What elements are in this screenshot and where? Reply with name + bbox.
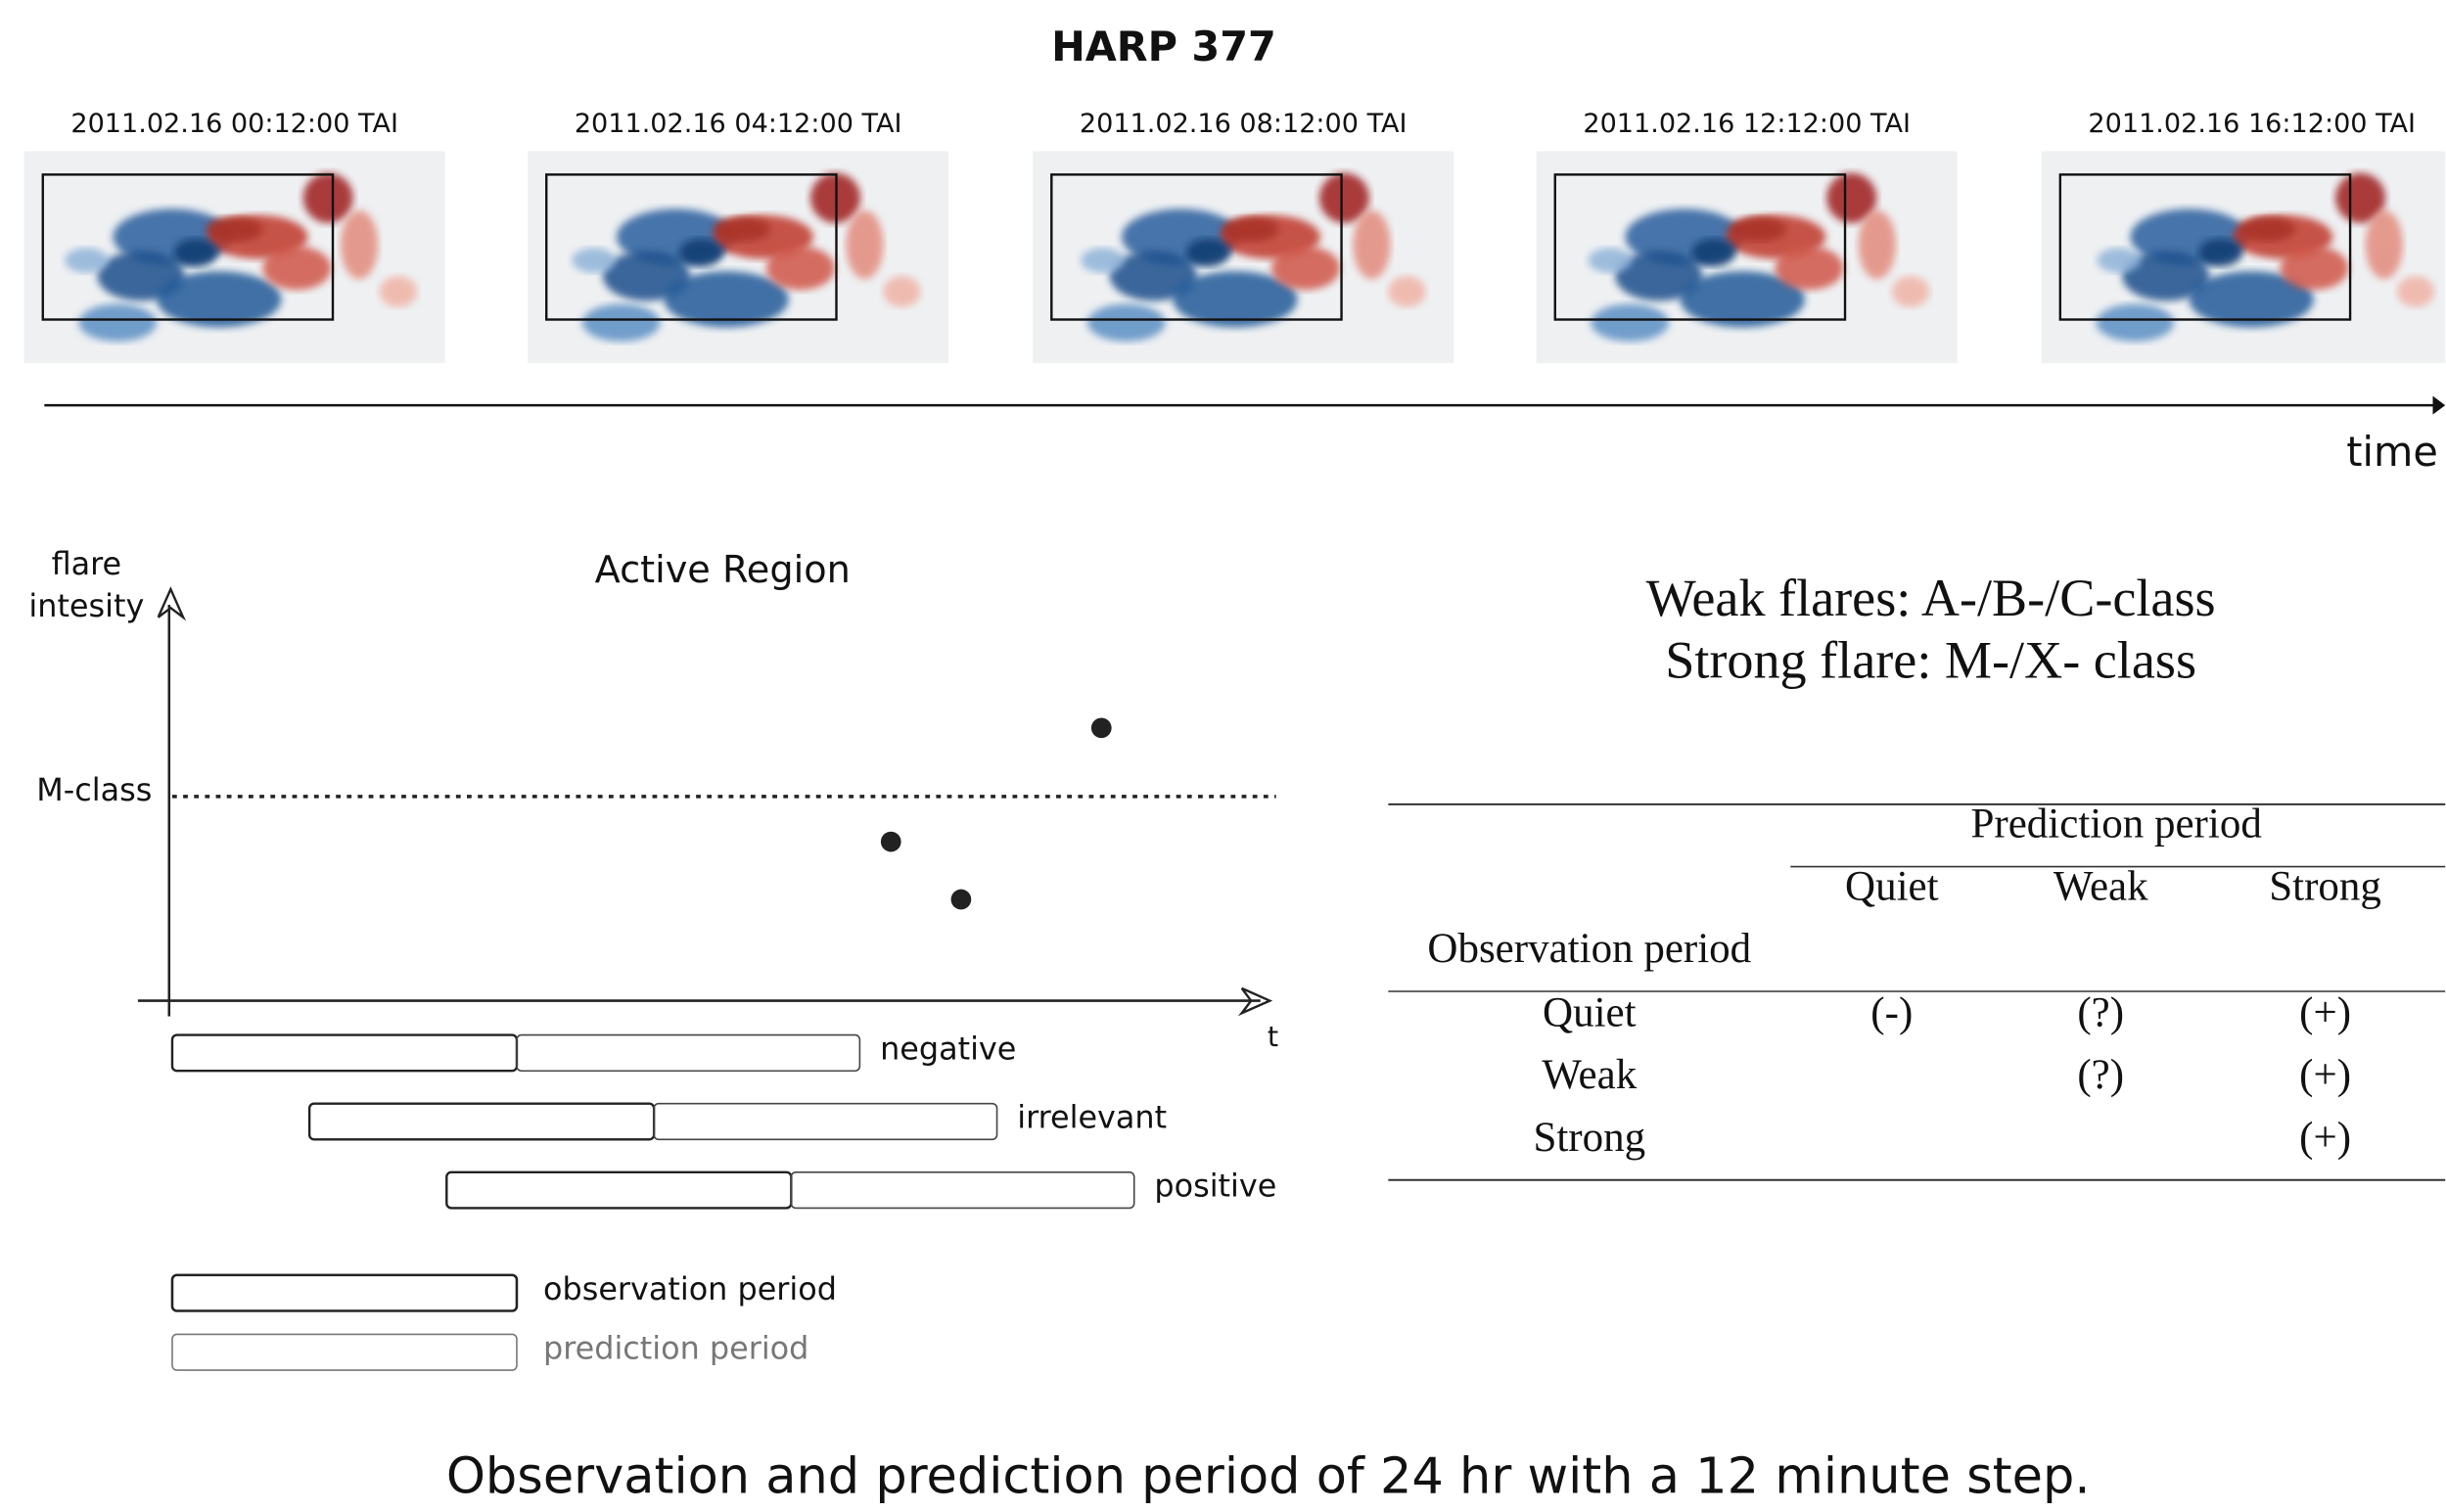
magnetic-patch bbox=[341, 210, 378, 279]
table-cell: (?) bbox=[2077, 989, 2124, 1035]
flare-dot bbox=[881, 832, 901, 852]
magnetic-patch bbox=[1271, 247, 1340, 291]
table-cell: (-) bbox=[1870, 989, 1913, 1035]
sketch-title: Active Region bbox=[595, 549, 851, 592]
magnetic-patch bbox=[1892, 276, 1929, 307]
magnetic-patch bbox=[1775, 247, 1843, 291]
case-label: positive bbox=[1154, 1168, 1276, 1205]
magnetic-patch bbox=[1589, 248, 1633, 272]
magnetic-patch bbox=[1591, 304, 1669, 342]
prediction-bar bbox=[654, 1104, 996, 1140]
frame-timestamp: 2011.02.16 08:12:00 TAI bbox=[1080, 109, 1408, 139]
magnetic-patch bbox=[2366, 210, 2403, 279]
magnetic-patch bbox=[846, 210, 883, 279]
table-column-header: Weak bbox=[2054, 863, 2148, 909]
observation-bar bbox=[446, 1172, 791, 1209]
magnetic-patch bbox=[1186, 239, 1230, 267]
magnetogram bbox=[2042, 152, 2446, 364]
frame-timestamp: 2011.02.16 04:12:00 TAI bbox=[575, 109, 902, 139]
flare-class-note: Weak flares: A-/B-/C-class bbox=[1646, 569, 2216, 627]
table-cell: (+) bbox=[2299, 1115, 2351, 1161]
magnetogram bbox=[1033, 152, 1454, 364]
flare-dot bbox=[951, 890, 972, 910]
table-column-group: Prediction period bbox=[1970, 802, 2261, 848]
case-label: negative bbox=[880, 1031, 1016, 1068]
legend-label: observation period bbox=[543, 1270, 837, 1307]
magnetogram bbox=[1537, 152, 1958, 364]
magnetic-patch bbox=[1319, 173, 1369, 223]
flare-class-note: Strong flare: M-/X- class bbox=[1665, 631, 2196, 690]
page: {"title": "HARP 377", "frames": ["2011.0… bbox=[0, 0, 2446, 1512]
table-cell: (+) bbox=[2299, 1052, 2351, 1098]
table-row-label: Quiet bbox=[1543, 989, 1637, 1035]
magnetic-patch bbox=[78, 304, 157, 342]
magnetic-patch bbox=[766, 247, 835, 291]
threshold-label: M-class bbox=[36, 771, 152, 808]
legend-swatch bbox=[172, 1275, 517, 1311]
figure: HARP 377 time flare intesity Active Regi… bbox=[0, 0, 2446, 1512]
magnetic-patch bbox=[572, 248, 616, 272]
magnetic-patch bbox=[1223, 216, 1278, 241]
magnetic-patch bbox=[262, 247, 331, 291]
title: HARP 377 bbox=[1051, 23, 1276, 70]
table-column-header: Strong bbox=[2269, 863, 2381, 909]
magnetic-patch bbox=[714, 216, 769, 241]
table-column-header: Quiet bbox=[1845, 863, 1939, 909]
timeline-label: time bbox=[2346, 429, 2438, 476]
magnetic-patch bbox=[1691, 239, 1735, 267]
y-axis-label: intesity bbox=[28, 587, 144, 624]
timeline-arrow bbox=[2433, 396, 2446, 415]
table-row-label: Weak bbox=[1542, 1052, 1637, 1098]
magnetic-patch bbox=[380, 276, 417, 307]
observation-bar bbox=[309, 1104, 654, 1140]
x-axis-label: t bbox=[1268, 1020, 1278, 1053]
magnetogram bbox=[528, 152, 948, 364]
magnetic-patch bbox=[1353, 210, 1390, 279]
magnetic-patch bbox=[2097, 248, 2141, 272]
flare-dot bbox=[1091, 717, 1112, 738]
magnetic-patch bbox=[1388, 276, 1425, 307]
magnetic-patch bbox=[679, 239, 723, 267]
y-axis-label: flare bbox=[52, 545, 122, 582]
table-row-label: Strong bbox=[1533, 1115, 1645, 1161]
magnetic-patch bbox=[303, 173, 353, 223]
magnetic-patch bbox=[2280, 247, 2348, 291]
frame-timestamp: 2011.02.16 12:12:00 TAI bbox=[1583, 109, 1911, 139]
magnetic-patch bbox=[2198, 239, 2242, 267]
case-label: irrelevant bbox=[1017, 1099, 1167, 1136]
prediction-bar bbox=[791, 1172, 1133, 1209]
y-axis-arrow bbox=[159, 589, 183, 618]
magnetogram bbox=[24, 152, 445, 364]
observation-bar bbox=[172, 1035, 517, 1072]
magnetic-patch bbox=[2096, 304, 2174, 342]
table-row-header: Observation period bbox=[1427, 926, 1751, 972]
magnetic-patch bbox=[2238, 216, 2294, 241]
frame-timestamp: 2011.02.16 00:12:00 TAI bbox=[70, 109, 398, 139]
magnetic-patch bbox=[1081, 248, 1125, 272]
magnetic-patch bbox=[582, 304, 661, 342]
frame-timestamp: 2011.02.16 16:12:00 TAI bbox=[2088, 109, 2416, 139]
legend-swatch bbox=[172, 1334, 517, 1370]
prediction-bar bbox=[517, 1035, 859, 1072]
magnetic-patch bbox=[1087, 304, 1166, 342]
caption: Observation and prediction period of 24 … bbox=[446, 1448, 2091, 1506]
table-cell: (+) bbox=[2299, 989, 2351, 1035]
legend-label: prediction period bbox=[543, 1329, 808, 1366]
magnetic-patch bbox=[207, 216, 262, 241]
magnetic-patch bbox=[65, 248, 109, 272]
magnetic-patch bbox=[1859, 210, 1896, 279]
table-cell: (?) bbox=[2077, 1052, 2124, 1098]
magnetic-patch bbox=[883, 276, 920, 307]
magnetic-patch bbox=[2397, 276, 2434, 307]
magnetic-patch bbox=[174, 239, 218, 267]
magnetic-patch bbox=[1730, 216, 1785, 241]
